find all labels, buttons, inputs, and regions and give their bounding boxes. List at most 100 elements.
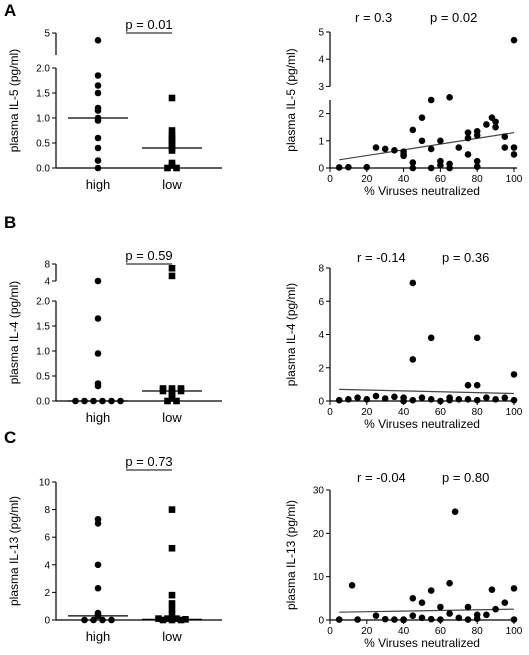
data-point [335, 164, 343, 171]
y-tick-label: 0.0 [36, 397, 50, 408]
y-tick-label: 2 [318, 109, 324, 120]
category-label: high [86, 177, 111, 192]
y-tick-label: 8 [318, 264, 324, 275]
data-point [409, 612, 417, 619]
x-tick-label: 60 [435, 407, 447, 418]
p-value-label: p = 0.36 [442, 250, 489, 265]
data-point [363, 163, 371, 171]
data-point [400, 616, 407, 624]
data-point [418, 394, 426, 401]
data-point [446, 579, 453, 587]
panel-letter-c: C [4, 428, 16, 447]
x-tick-label: 80 [472, 174, 484, 185]
data-point [492, 396, 499, 403]
data-point [335, 616, 343, 623]
data-point [363, 396, 371, 403]
data-point [168, 395, 176, 402]
x-tick-label: 80 [472, 626, 484, 637]
data-point [168, 591, 176, 599]
data-point [510, 36, 518, 44]
data-point [168, 506, 176, 513]
data-point [464, 134, 472, 142]
data-point [473, 615, 481, 622]
data-point [173, 615, 180, 622]
y-tick-label: 0.5 [36, 372, 50, 383]
data-point [409, 159, 417, 166]
data-point [488, 586, 496, 593]
data-point [391, 393, 398, 401]
data-point [94, 520, 102, 527]
r-value-label: r = -0.04 [357, 470, 406, 485]
x-tick-label: 20 [361, 626, 373, 637]
data-point [164, 397, 171, 405]
data-point [427, 396, 435, 403]
y-axis-label: plasma IL-5 (pg/ml) [7, 49, 21, 152]
data-point [510, 616, 518, 623]
data-point [372, 392, 380, 400]
data-point [168, 544, 176, 552]
data-point [168, 616, 176, 624]
y-tick-label: 6 [44, 533, 50, 544]
x-tick-label: 20 [361, 174, 373, 185]
x-axis-label: % Viruses neutralized [364, 184, 480, 198]
y-tick-label: 5 [44, 29, 50, 40]
data-point [492, 605, 499, 613]
data-point [437, 161, 444, 169]
data-point [455, 144, 463, 151]
y-tick-label: 1.5 [36, 322, 50, 333]
data-point [400, 152, 407, 160]
data-point [464, 616, 472, 623]
x-tick-label: 40 [398, 174, 410, 185]
data-point [510, 144, 518, 151]
panel-letter-b: B [4, 213, 16, 232]
x-tick-label: 40 [398, 407, 410, 418]
data-point [446, 164, 453, 172]
data-point [501, 144, 509, 151]
data-point [94, 382, 102, 390]
data-point [427, 334, 435, 342]
data-point [409, 396, 417, 404]
data-point [94, 315, 102, 322]
data-point [473, 396, 481, 404]
data-point [501, 599, 509, 606]
y-axis-label: plasma IL-13 (pg/ml) [7, 496, 21, 606]
data-point [464, 396, 472, 403]
x-tick-label: 100 [506, 626, 523, 637]
data-point [455, 614, 463, 622]
data-point [164, 164, 171, 172]
y-tick-label: 4 [44, 560, 50, 571]
y-tick-label: 8 [44, 505, 50, 516]
y-tick-label: 0 [318, 397, 324, 408]
y-tick-label: 0.0 [36, 164, 50, 175]
data-point [168, 94, 176, 102]
data-point [418, 114, 426, 121]
data-point [381, 615, 389, 623]
data-point [418, 137, 426, 145]
data-point [427, 145, 435, 153]
data-point [94, 134, 102, 142]
x-tick-label: 20 [361, 407, 373, 418]
data-point [159, 616, 167, 624]
data-point [473, 157, 481, 165]
data-point [168, 600, 176, 607]
y-axis-label: plasma IL-13 (pg/ml) [284, 500, 298, 610]
y-tick-label: 2 [44, 588, 50, 599]
data-point [437, 397, 444, 405]
regression-line [339, 132, 515, 161]
y-tick-label: 1.5 [36, 89, 50, 100]
y-tick-label: 1.0 [36, 114, 50, 125]
data-point [427, 615, 435, 623]
y-tick-label: 1.0 [36, 347, 50, 358]
data-point [446, 610, 453, 617]
data-point [168, 605, 176, 613]
data-point [381, 395, 389, 402]
data-point [427, 164, 435, 172]
y-axis-label: plasma IL-4 (pg/ml) [7, 281, 21, 384]
x-tick-label: 0 [327, 174, 333, 185]
category-label: low [162, 177, 182, 192]
data-point [94, 82, 102, 89]
data-point [451, 508, 459, 515]
category-label: high [86, 629, 111, 644]
y-tick-label: 20 [313, 529, 325, 540]
data-point [437, 137, 444, 145]
